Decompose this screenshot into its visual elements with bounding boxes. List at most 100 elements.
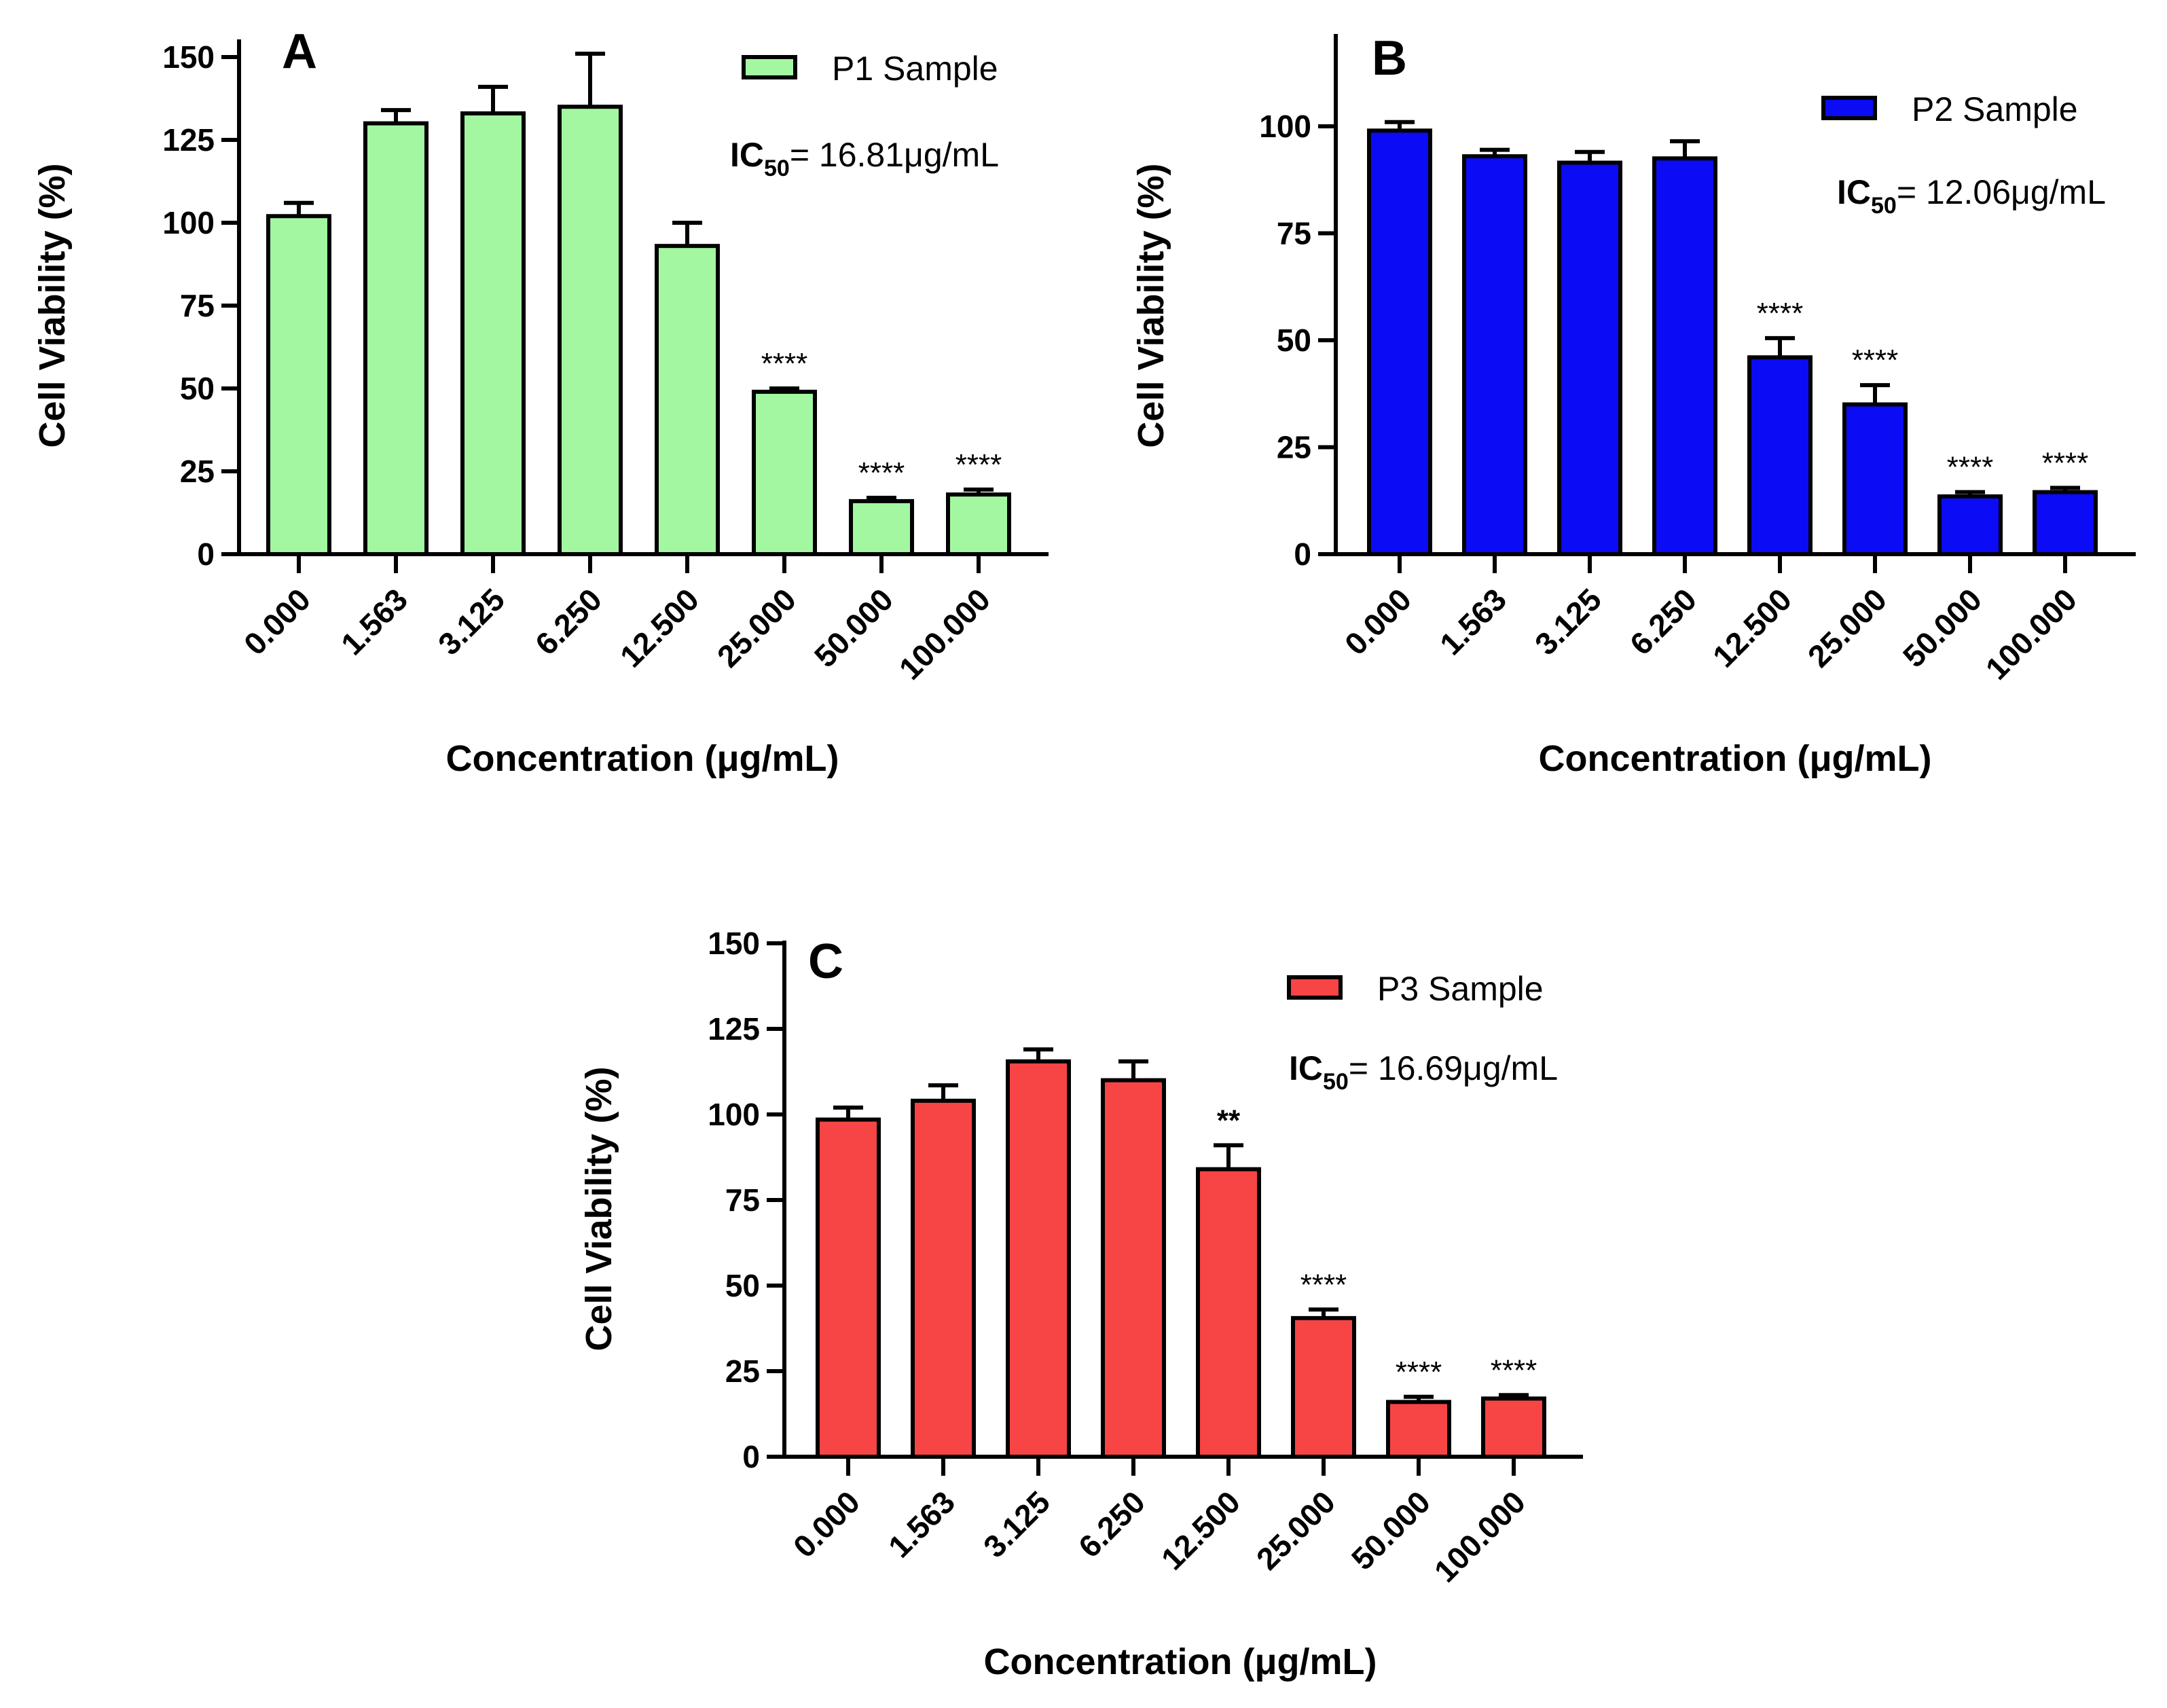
ic50-annotation: IC50= 16.69μg/mL xyxy=(1289,1049,1558,1095)
x-tick-label: 3.125 xyxy=(431,581,511,661)
bar xyxy=(1386,1400,1451,1459)
bar xyxy=(911,1098,976,1459)
y-tick-label: 25 xyxy=(1277,430,1311,465)
significance-label: **** xyxy=(1396,1356,1442,1389)
bar xyxy=(752,389,817,556)
bar xyxy=(1481,1396,1546,1459)
legend-swatch xyxy=(1287,975,1343,1000)
legend-label: P2 Sample xyxy=(1912,90,2078,128)
x-tick-label: 0.000 xyxy=(1338,581,1418,661)
y-tick-label: 100 xyxy=(1259,109,1311,144)
x-axis-label: Concentration (μg/mL) xyxy=(446,738,839,779)
x-tick-label: 50.000 xyxy=(1896,581,1988,674)
legend: P3 Sample xyxy=(1287,970,1544,1008)
ic50-prefix: IC xyxy=(730,136,764,174)
legend-label: P1 Sample xyxy=(832,50,998,88)
x-tick-label: 6.250 xyxy=(528,581,608,661)
bar xyxy=(266,214,331,556)
x-axis-label: Concentration (μg/mL) xyxy=(1539,738,1932,779)
bar xyxy=(1101,1078,1166,1459)
bar xyxy=(1291,1315,1356,1459)
y-axis-label: Cell Viability (%) xyxy=(1131,163,1171,448)
ic50-subscript: 50 xyxy=(1871,193,1897,219)
x-tick-label: 0.000 xyxy=(786,1484,867,1564)
y-axis-label: Cell Viability (%) xyxy=(579,1066,619,1351)
significance-label: **** xyxy=(1947,451,1994,484)
x-tick-label: 1.563 xyxy=(1433,581,1513,661)
significance-label: **** xyxy=(858,456,905,490)
panel-letter: B xyxy=(1372,31,1407,86)
x-tick-label: 25.000 xyxy=(1801,581,1893,674)
y-tick-label: 50 xyxy=(180,371,215,406)
y-tick-label: 25 xyxy=(180,454,215,489)
significance-label: **** xyxy=(2042,446,2089,479)
x-tick-label: 100.000 xyxy=(892,581,997,686)
chart-panel-c: 0.000 1.563 3.125 6.250 ** 12.500 **** 25.000 **… xyxy=(579,926,1583,1682)
ic50-value: = 12.06μg/mL xyxy=(1897,173,2106,211)
bar xyxy=(1006,1059,1071,1459)
bar xyxy=(1842,402,1908,556)
bar xyxy=(363,121,429,557)
legend-label: P3 Sample xyxy=(1377,970,1544,1008)
x-tick-label: 6.250 xyxy=(1623,581,1703,661)
significance-label: **** xyxy=(1757,297,1804,330)
bar xyxy=(1747,355,1813,556)
significance-label: **** xyxy=(1491,1353,1537,1387)
panel-letter: A xyxy=(282,24,317,79)
legend: P2 Sample xyxy=(1821,90,2078,128)
legend-swatch xyxy=(1821,96,1877,120)
bar xyxy=(1462,154,1527,557)
significance-label: ** xyxy=(1217,1104,1241,1137)
x-tick-label: 100.000 xyxy=(1979,581,2083,686)
y-tick-label: 150 xyxy=(708,926,760,961)
bar xyxy=(816,1117,881,1459)
x-axis-label: Concentration (μg/mL) xyxy=(984,1641,1377,1682)
y-tick-label: 75 xyxy=(1277,216,1311,251)
y-tick-label: 50 xyxy=(725,1268,760,1303)
y-tick-label: 0 xyxy=(197,537,215,572)
bar xyxy=(2033,490,2098,557)
ic50-subscript: 50 xyxy=(1323,1069,1349,1095)
bar xyxy=(1937,494,2003,557)
x-tick-label: 50.000 xyxy=(1345,1484,1437,1576)
y-tick-label: 100 xyxy=(162,205,215,240)
significance-label: **** xyxy=(761,347,808,380)
significance-label: **** xyxy=(1852,344,1899,377)
x-tick-label: 6.250 xyxy=(1072,1484,1152,1564)
legend: P1 Sample xyxy=(742,50,998,88)
x-tick-label: 3.125 xyxy=(977,1484,1057,1564)
chart-panel-a: 0.000 1.563 3.125 6.250 12.500 **** 25.000 ****… xyxy=(32,24,1049,779)
y-tick-label: 75 xyxy=(180,288,215,323)
bar xyxy=(1367,128,1432,557)
ic50-prefix: IC xyxy=(1289,1049,1323,1087)
y-tick-label: 150 xyxy=(162,39,215,75)
x-tick-label: 12.500 xyxy=(1706,581,1798,674)
y-tick-label: 125 xyxy=(708,1011,760,1047)
ic50-value: = 16.69μg/mL xyxy=(1349,1049,1558,1087)
y-tick-label: 0 xyxy=(1294,537,1311,572)
x-tick-label: 100.000 xyxy=(1427,1484,1532,1588)
ic50-annotation: IC50= 16.81μg/mL xyxy=(730,136,999,181)
panel-letter: C xyxy=(808,934,843,989)
significance-label: **** xyxy=(955,448,1002,481)
x-tick-label: 1.563 xyxy=(334,581,414,661)
x-tick-label: 0.000 xyxy=(237,581,317,661)
chart-panel-b: 0.000 1.563 3.125 6.250 **** 12.500 **** 25.000… xyxy=(1131,31,2136,779)
legend-swatch xyxy=(742,55,797,79)
significance-label: **** xyxy=(1300,1268,1347,1301)
bar xyxy=(655,244,720,556)
bar xyxy=(1196,1167,1261,1459)
bar xyxy=(849,498,914,556)
y-tick-label: 125 xyxy=(162,122,215,158)
bar xyxy=(558,105,623,556)
ic50-prefix: IC xyxy=(1837,173,1871,211)
y-tick-label: 25 xyxy=(725,1353,760,1389)
x-tick-label: 1.563 xyxy=(881,1484,962,1564)
x-tick-label: 12.500 xyxy=(613,581,706,674)
x-tick-label: 50.000 xyxy=(807,581,900,674)
y-tick-label: 100 xyxy=(708,1097,760,1132)
x-tick-label: 3.125 xyxy=(1528,581,1608,661)
bar xyxy=(460,111,526,556)
y-axis-label: Cell Viability (%) xyxy=(32,163,73,448)
